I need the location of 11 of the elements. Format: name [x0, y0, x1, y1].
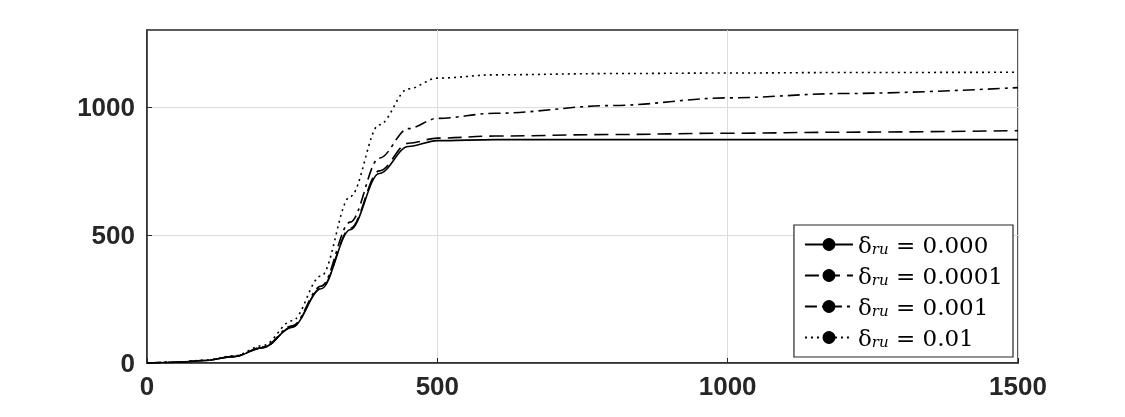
- legend-label: δru = 0.000: [857, 231, 989, 258]
- legend-label: δru = 0.001: [857, 293, 989, 320]
- x-tick-label: 1500: [989, 371, 1047, 401]
- y-tick-label: 0: [120, 348, 135, 378]
- y-tick-label: 1000: [77, 91, 135, 122]
- legend-label: δru = 0.01: [857, 324, 974, 351]
- legend-label: δru = 0.0001: [857, 262, 1003, 289]
- y-tick-label: 500: [91, 219, 135, 250]
- x-tick-label: 1000: [698, 371, 757, 401]
- x-tick-label: 0: [139, 371, 155, 401]
- x-tick-label: 500: [415, 371, 460, 401]
